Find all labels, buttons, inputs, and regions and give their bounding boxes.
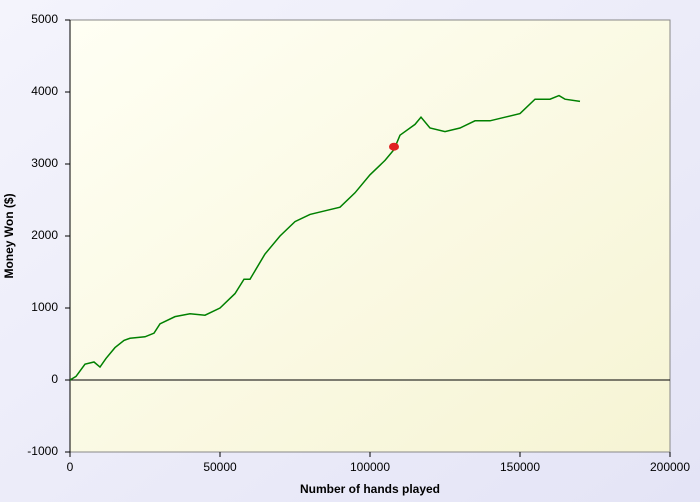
x-axis-label: Number of hands played (300, 482, 440, 496)
y-tick-label: 4000 (31, 84, 58, 98)
x-tick-label: 200000 (650, 460, 690, 474)
y-axis-label: Money Won ($) (2, 193, 16, 278)
x-tick-label: 0 (67, 460, 74, 474)
y-tick-label: 2000 (31, 228, 58, 242)
x-tick-label: 150000 (500, 460, 540, 474)
y-tick-label: 5000 (31, 12, 58, 26)
y-tick-label: 1000 (31, 300, 58, 314)
y-tick-label: 0 (51, 372, 58, 386)
plot-area (69, 19, 671, 453)
y-tick-label: 3000 (31, 156, 58, 170)
marker (389, 142, 399, 151)
x-tick-label: 100000 (350, 460, 390, 474)
data-line (69, 94, 581, 381)
y-tick-label: -1000 (27, 444, 58, 458)
x-tick-label: 50000 (203, 460, 237, 474)
